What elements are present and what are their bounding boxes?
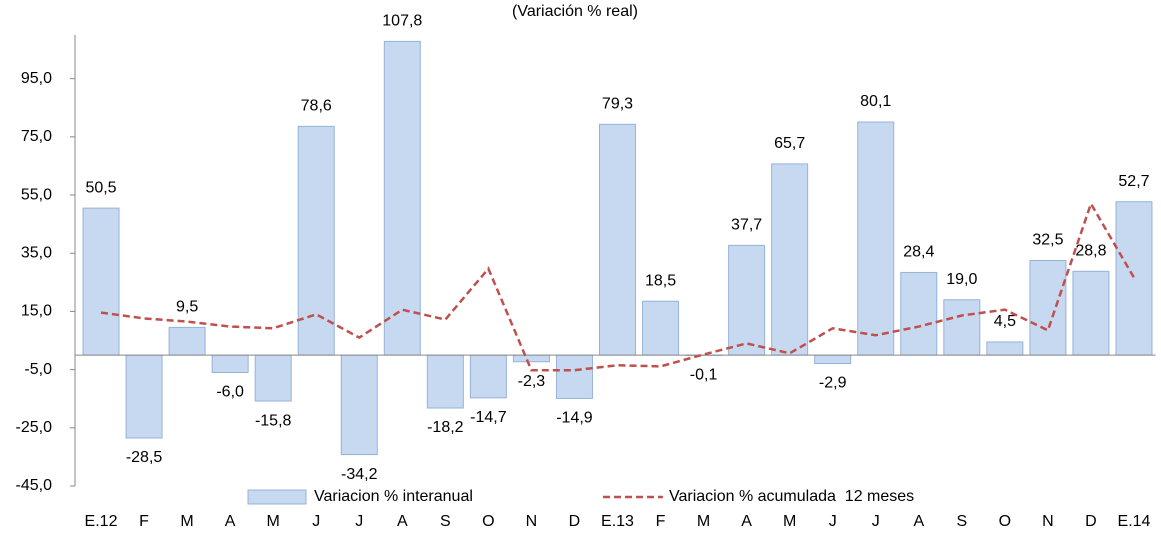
x-tick-label: O	[482, 513, 494, 530]
x-tick-label: E.13	[601, 513, 634, 530]
data-label: 9,5	[176, 299, 198, 316]
y-tick-label: -45,0	[16, 477, 53, 494]
data-label: -28,5	[126, 449, 163, 466]
bar	[211, 354, 249, 374]
data-label: -18,2	[427, 419, 464, 436]
data-label: 19,0	[946, 271, 977, 288]
x-tick-label: M	[697, 513, 710, 530]
bar	[1029, 260, 1067, 356]
data-label: 37,7	[731, 217, 762, 234]
data-label: -14,7	[470, 409, 507, 426]
data-label: 65,7	[774, 135, 805, 152]
x-tick-label: D	[1085, 513, 1097, 530]
data-label: 79,3	[602, 96, 633, 113]
bar	[512, 354, 550, 363]
x-tick-label: M	[783, 513, 796, 530]
x-tick-label: A	[225, 513, 236, 530]
y-tick-label: 35,0	[21, 244, 52, 261]
x-tick-label: J	[312, 513, 320, 530]
data-label: 28,4	[903, 244, 934, 261]
bar	[900, 271, 938, 356]
data-label: -0,1	[690, 367, 718, 384]
bar	[254, 354, 292, 402]
data-label: 78,6	[301, 98, 332, 115]
bar	[82, 207, 120, 356]
bar	[728, 244, 766, 356]
data-label: 80,1	[860, 93, 891, 110]
x-tick-label: A	[913, 513, 924, 530]
line	[100, 200, 1136, 372]
bar	[125, 354, 163, 439]
y-tick-label: 95,0	[21, 70, 52, 87]
x-tick-label: D	[569, 513, 581, 530]
bar	[555, 354, 593, 399]
x-tick-label: A	[741, 513, 752, 530]
bar	[986, 341, 1024, 356]
x-tick-label: N	[1042, 513, 1054, 530]
data-label: -34,2	[341, 466, 378, 483]
x-tick-label: N	[526, 513, 538, 530]
x-tick-label: M	[180, 513, 193, 530]
bar	[1115, 201, 1153, 356]
x-tick-label: J	[872, 513, 880, 530]
x-tick-label: J	[829, 513, 837, 530]
data-label: -14,9	[556, 410, 593, 427]
x-tick-label: M	[267, 513, 280, 530]
x-tick-label: S	[440, 513, 451, 530]
data-label: -15,8	[255, 412, 292, 429]
bar	[857, 121, 895, 356]
x-tick-label: E.12	[85, 513, 118, 530]
legend-label: Variacion % acumulada 12 meses	[669, 488, 914, 505]
bar	[814, 354, 852, 365]
bar	[642, 300, 680, 356]
data-label: -6,0	[216, 384, 244, 401]
data-label: 4,5	[994, 313, 1016, 330]
y-tick-label: 55,0	[21, 186, 52, 203]
legend-label: Variacion % interanual	[314, 488, 473, 505]
data-label: 52,7	[1118, 173, 1149, 190]
x-tick-label: F	[139, 513, 149, 530]
legend-swatch	[247, 489, 307, 505]
bar	[426, 354, 464, 409]
x-tick-label: O	[999, 513, 1011, 530]
y-tick-label: -25,0	[16, 419, 53, 436]
data-label: 28,8	[1075, 242, 1106, 259]
bar	[383, 40, 421, 356]
bar	[297, 125, 335, 356]
y-tick-label: 75,0	[21, 128, 52, 145]
bar	[469, 354, 507, 399]
bar	[943, 299, 981, 356]
x-tick-label: J	[355, 513, 363, 530]
bar	[599, 123, 636, 356]
data-label: 18,5	[645, 272, 676, 289]
x-tick-label: A	[397, 513, 408, 530]
data-label: 50,5	[85, 179, 116, 196]
x-tick-label: S	[956, 513, 967, 530]
y-tick-label: 15,0	[21, 303, 52, 320]
bar	[1072, 270, 1110, 356]
y-tick-label: -5,0	[24, 361, 52, 378]
x-tick-label: F	[656, 513, 666, 530]
data-label: -2,3	[518, 373, 546, 390]
bar	[340, 354, 378, 456]
data-label: 32,5	[1032, 232, 1063, 249]
chart-title: (Variación % real)	[512, 3, 638, 20]
bar	[771, 163, 809, 356]
bar	[168, 326, 206, 356]
data-label: -2,9	[819, 375, 847, 392]
x-tick-label: E.14	[1118, 513, 1151, 530]
data-label: 107,8	[382, 13, 422, 30]
